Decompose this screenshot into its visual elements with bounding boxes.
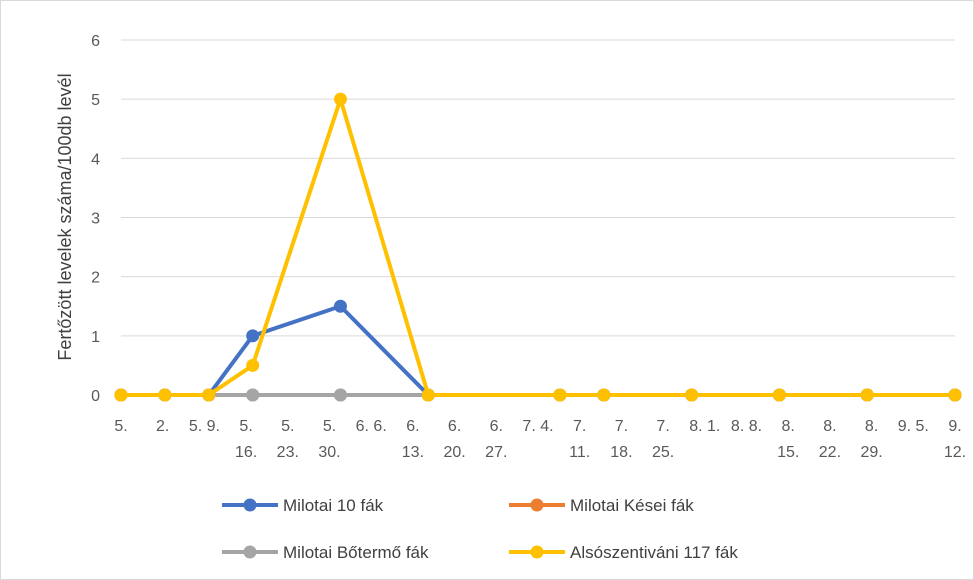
x-tick-label: 7.: [573, 418, 586, 435]
legend-marker: [530, 498, 544, 512]
x-tick-label: 27.: [485, 444, 507, 461]
x-tick-label: 5.: [323, 418, 336, 435]
x-tick-label: 9.: [948, 418, 961, 435]
x-tick-label: 6.: [406, 418, 419, 435]
y-tick-label: 1: [91, 329, 100, 346]
x-tick-label: 23.: [277, 444, 299, 461]
y-tick-label: 2: [91, 270, 100, 287]
data-point: [421, 388, 435, 402]
x-tick-label: 8.: [823, 418, 836, 435]
data-point: [202, 388, 216, 402]
x-tick-label: 5.: [281, 418, 294, 435]
x-tick-label: 11.: [569, 444, 590, 461]
x-tick-label: 7.: [656, 418, 669, 435]
x-tick-label: 9. 5.: [898, 418, 929, 435]
x-tick-label: 16.: [235, 444, 257, 461]
y-tick-label: 4: [91, 151, 100, 168]
x-tick-label: 5.: [114, 418, 127, 435]
data-point: [772, 388, 786, 402]
legend-item: Alsószentiváni 117 fák: [509, 543, 738, 562]
x-tick-label: 6.: [490, 418, 503, 435]
data-point: [333, 299, 347, 313]
x-tick-label: 8.: [782, 418, 795, 435]
legend-marker: [243, 498, 257, 512]
data-point: [246, 358, 260, 372]
x-tick-label: 12.: [944, 444, 966, 461]
x-tick-label: 8. 1.: [689, 418, 720, 435]
x-tick-label: 8. 8.: [731, 418, 762, 435]
x-tick-label: 7.: [615, 418, 628, 435]
y-tick-label: 5: [91, 92, 100, 109]
legend-label: Milotai Bőtermő fák: [283, 543, 429, 562]
x-tick-label: 13.: [402, 444, 424, 461]
x-tick-label: 18.: [610, 444, 632, 461]
data-point: [553, 388, 567, 402]
legend-item: Milotai 10 fák: [222, 496, 384, 515]
legend-label: Milotai 10 fák: [283, 496, 384, 515]
x-axis-ticks: 5. 2. 5. 9. 5. 16. 5. 23. 5. 30. 6. 6. 6. 13. 6. 20. 6…: [114, 418, 966, 461]
y-tick-label: 6: [91, 33, 100, 50]
x-tick-label: 20.: [443, 444, 465, 461]
legend-label: Milotai Kései fák: [570, 496, 694, 515]
data-point: [860, 388, 874, 402]
data-point: [158, 388, 172, 402]
x-tick-label: 6.: [448, 418, 461, 435]
data-point: [685, 388, 699, 402]
data-point: [333, 92, 347, 106]
series-3: [114, 92, 962, 402]
series-line: [121, 304, 955, 397]
y-axis-ticks: 0 1 2 3 4 5 6: [91, 33, 100, 405]
x-tick-label: 22.: [819, 444, 841, 461]
legend-item: Milotai Bőtermő fák: [222, 543, 429, 562]
data-point: [948, 388, 962, 402]
y-axis-label: Fertőzött levelek száma/100db levél: [55, 73, 75, 360]
x-tick-label: 5. 9.: [189, 418, 220, 435]
y-tick-label: 3: [91, 211, 100, 228]
legend-marker: [243, 545, 257, 559]
series-0: [114, 299, 962, 402]
data-point: [246, 388, 260, 402]
legend: Milotai 10 fák Milotai Kései fák Milotai B…: [222, 496, 738, 562]
x-tick-label: 6. 6.: [356, 418, 387, 435]
y-tick-label: 0: [91, 388, 100, 405]
legend-item: Milotai Kései fák: [509, 496, 694, 515]
x-tick-label: 8.: [865, 418, 878, 435]
x-tick-label: 2.: [156, 418, 169, 435]
legend-label: Alsószentiváni 117 fák: [570, 543, 738, 562]
data-point: [246, 329, 260, 343]
series-lines: [114, 92, 962, 402]
x-tick-label: 7. 4.: [522, 418, 553, 435]
legend-marker: [530, 545, 544, 559]
x-tick-label: 29.: [860, 444, 882, 461]
x-tick-label: 30.: [318, 444, 340, 461]
data-point: [114, 388, 128, 402]
x-tick-label: 15.: [777, 444, 799, 461]
series-line: [121, 97, 955, 397]
x-tick-label: 25.: [652, 444, 674, 461]
x-tick-label: 5.: [239, 418, 252, 435]
data-point: [597, 388, 611, 402]
data-point: [333, 388, 347, 402]
